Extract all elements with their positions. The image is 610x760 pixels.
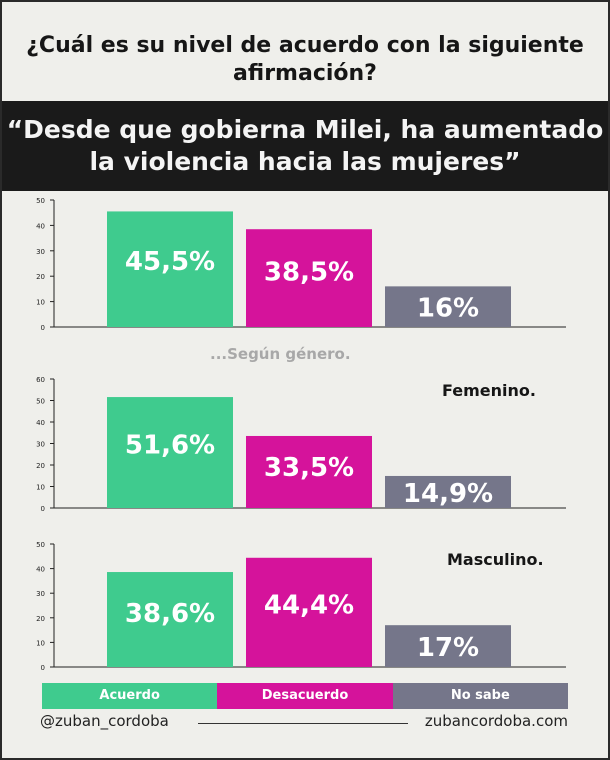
data-label-acuerdo: 38,6% <box>125 599 215 629</box>
y-tick-label: 30 <box>36 248 45 256</box>
gender-subtitle: ...Según género. <box>210 345 351 363</box>
y-tick-label: 10 <box>36 639 45 647</box>
y-tick-label: 60 <box>36 376 45 384</box>
legend-label-desacuerdo: Desacuerdo <box>261 688 349 703</box>
y-tick-label: 30 <box>36 441 45 449</box>
bar-desacuerdo <box>246 435 372 508</box>
data-label-desacuerdo: 44,4% <box>264 591 354 621</box>
legend: Acuerdo Desacuerdo No sabe <box>42 683 568 709</box>
y-tick-label: 40 <box>36 566 45 574</box>
data-label-no-sabe: 16% <box>417 294 479 324</box>
y-tick-label: 50 <box>36 541 45 549</box>
y-tick-label: 10 <box>36 299 45 307</box>
y-tick-label: 50 <box>36 197 45 205</box>
y-tick-label: 40 <box>36 222 45 230</box>
y-tick-label: 0 <box>41 324 45 332</box>
bar-no-sabe <box>385 625 511 667</box>
y-tick-label: 40 <box>36 419 45 427</box>
data-label-acuerdo: 51,6% <box>125 431 215 461</box>
footer-website: zubancordoba.com <box>424 712 568 730</box>
data-label-no-sabe: 14,9% <box>403 479 493 509</box>
y-tick-label: 20 <box>36 615 45 623</box>
legend-item-desacuerdo: Desacuerdo <box>217 683 393 709</box>
footer-handle: @zuban_cordoba <box>40 712 169 730</box>
legend-label-acuerdo: Acuerdo <box>99 688 160 703</box>
data-label-desacuerdo: 33,5% <box>264 453 354 483</box>
bar-acuerdo <box>107 397 233 508</box>
bar-no-sabe <box>385 286 511 327</box>
bar-acuerdo <box>107 572 233 667</box>
legend-item-acuerdo: Acuerdo <box>42 683 218 709</box>
y-tick-label: 20 <box>36 273 45 281</box>
y-tick-label: 30 <box>36 590 45 598</box>
data-label-no-sabe: 17% <box>417 633 479 663</box>
footer-divider <box>198 723 408 724</box>
bar-desacuerdo <box>246 229 372 327</box>
y-tick-label: 0 <box>41 664 45 672</box>
y-tick-label: 50 <box>36 398 45 406</box>
y-tick-label: 0 <box>41 505 45 513</box>
bar-desacuerdo <box>246 557 372 667</box>
legend-item-no-sabe: No sabe <box>392 683 568 709</box>
bar-no-sabe <box>385 475 511 508</box>
y-tick-label: 20 <box>36 462 45 470</box>
panel-label-masculino: Masculino. <box>447 550 544 569</box>
legend-label-no-sabe: No sabe <box>450 688 510 703</box>
question-title: ¿Cuál es su nivel de acuerdo con la sigu… <box>26 33 584 86</box>
panel-label-femenino: Femenino. <box>442 381 536 400</box>
y-tick-label: 10 <box>36 484 45 492</box>
bar-acuerdo <box>107 211 233 327</box>
data-label-acuerdo: 45,5% <box>125 247 215 277</box>
quote-banner: “Desde que gobierna Milei, ha aumentado … <box>0 101 610 191</box>
data-label-desacuerdo: 38,5% <box>264 257 354 287</box>
